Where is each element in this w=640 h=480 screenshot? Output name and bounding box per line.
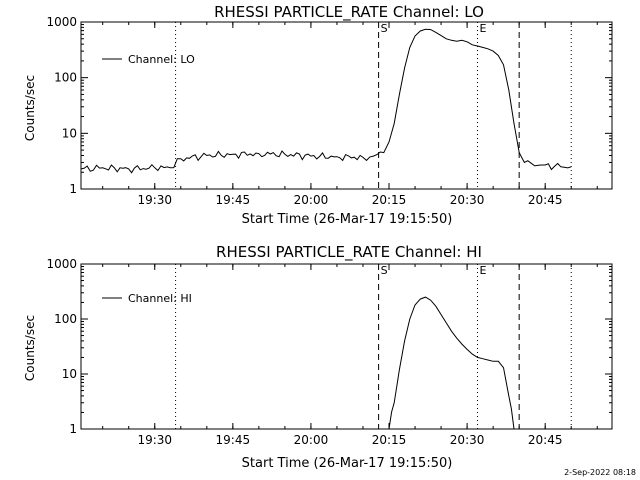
x-axis-title: Start Time (26-Mar-17 19:15:50) [242, 456, 453, 471]
y-tick-label: 1 [69, 422, 77, 436]
footer-timestamp: 2-Sep-2022 08:18 [564, 468, 636, 477]
plot-area: 1 10 100 1000 19:30 19:45 20:00 20:15 20:30 20:45… [46, 15, 613, 207]
event-marker-label: E [480, 22, 487, 35]
chart-title: RHESSI PARTICLE_RATE Channel: HI [216, 243, 482, 262]
chart-title: RHESSI PARTICLE_RATE Channel: LO [214, 3, 484, 22]
y-tick-label: 100 [54, 71, 77, 85]
event-marker-label: S [381, 264, 388, 277]
panel-lo: RHESSI PARTICLE_RATE Channel: LO Counts/… [23, 3, 613, 227]
plot-frame [80, 21, 613, 190]
y-tick-label: 1 [69, 182, 77, 196]
series-line [388, 296, 515, 430]
x-tick-label: 20:45 [528, 433, 563, 447]
x-tick-label: 20:30 [450, 433, 485, 447]
event-marker-label: E [480, 264, 487, 277]
y-axis-title: Counts/sec [23, 75, 37, 141]
series-line [80, 28, 572, 174]
x-tick-label: 20:30 [450, 193, 485, 207]
x-tick-label: 20:45 [528, 193, 563, 207]
legend-label: Channel: LO [128, 53, 195, 66]
y-tick-label: 1000 [46, 257, 77, 271]
x-tick-label: 20:00 [294, 433, 329, 447]
y-tick-label: 100 [54, 312, 77, 326]
event-marker-label: S [381, 22, 388, 35]
x-tick-label: 19:30 [137, 433, 172, 447]
plot-frame [80, 263, 613, 430]
y-tick-label: 10 [62, 126, 77, 140]
y-tick-label: 10 [62, 367, 77, 381]
y-tick-label: 1000 [46, 15, 77, 29]
legend-label: Channel: HI [128, 292, 192, 305]
x-tick-label: 20:15 [372, 193, 407, 207]
x-tick-label: 19:45 [216, 193, 251, 207]
panel-hi: RHESSI PARTICLE_RATE Channel: HI Counts/… [23, 243, 613, 471]
x-tick-label: 20:15 [372, 433, 407, 447]
x-tick-label: 20:00 [294, 193, 329, 207]
x-tick-label: 19:30 [137, 193, 172, 207]
x-axis-title: Start Time (26-Mar-17 19:15:50) [242, 212, 453, 227]
x-tick-label: 19:45 [216, 433, 251, 447]
plot-area: 1 10 100 1000 19:30 19:45 20:00 20:15 20:30 20:45… [46, 257, 613, 447]
y-axis-title: Counts/sec [23, 315, 37, 381]
